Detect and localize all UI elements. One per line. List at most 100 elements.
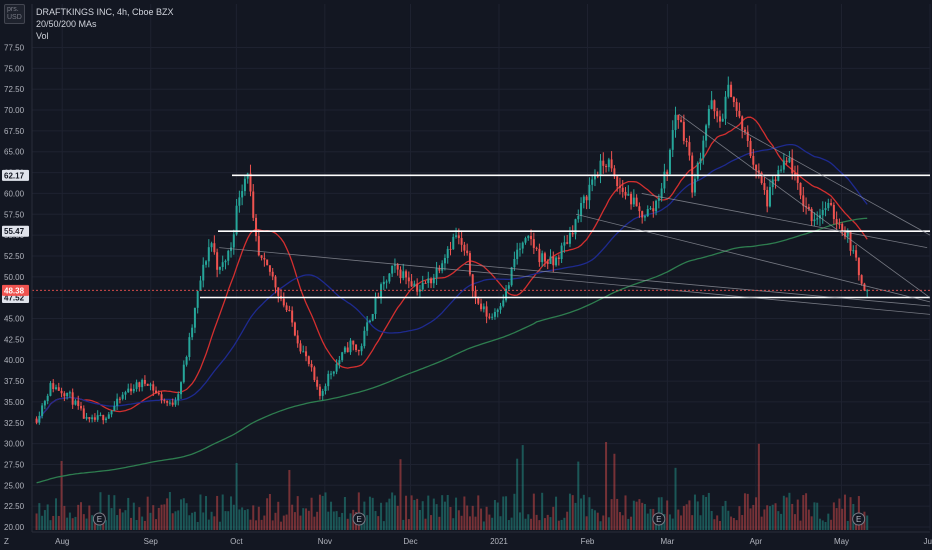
- candle: [396, 262, 399, 276]
- candle: [391, 265, 394, 278]
- studies-label[interactable]: 20/50/200 MAs: [36, 19, 97, 29]
- volume-bar: [271, 520, 274, 530]
- volume-bar: [680, 515, 683, 530]
- volume-bar: [235, 463, 238, 530]
- volume-bar: [141, 516, 144, 530]
- candle-body: [452, 236, 455, 250]
- candle: [299, 340, 302, 354]
- y-tick-label: 45.00: [4, 315, 25, 324]
- volume-bar: [596, 512, 599, 530]
- volume-bar: [207, 519, 210, 530]
- candle-body: [668, 149, 671, 175]
- candle: [524, 236, 527, 245]
- candle-body: [480, 303, 483, 310]
- candle-body: [385, 281, 388, 283]
- candle-body: [513, 258, 516, 268]
- volume-bar: [43, 510, 46, 530]
- volume-bar: [821, 520, 824, 530]
- x-tick-label: Dec: [403, 537, 417, 546]
- volume-bar: [688, 500, 691, 530]
- earnings-marker[interactable]: E: [652, 512, 666, 526]
- trendline[interactable]: [641, 193, 928, 249]
- drawings[interactable]: [32, 113, 931, 315]
- earnings-marker[interactable]: E: [852, 512, 866, 526]
- candle: [105, 416, 108, 423]
- trendline[interactable]: [727, 122, 931, 236]
- x-axis[interactable]: Z Aug Sep Oct Nov Dec 2021 Feb Mar Apr May Jun: [4, 531, 932, 546]
- volume-bar: [257, 506, 260, 530]
- candle-body: [488, 316, 491, 318]
- volume-bar: [616, 498, 619, 530]
- price-label[interactable]: 55.47: [2, 225, 29, 237]
- candle: [143, 375, 146, 387]
- volume-bar: [777, 511, 780, 530]
- candle: [574, 218, 577, 240]
- volume-bar: [502, 496, 505, 530]
- y-tick-label: 70.00: [4, 106, 25, 115]
- candle: [624, 187, 627, 200]
- candle: [355, 344, 358, 353]
- volume-bar: [582, 494, 585, 530]
- candle: [724, 91, 727, 125]
- candle-body: [493, 311, 496, 317]
- symbol-title[interactable]: DRAFTKINGS INC, 4h, Cboe BZX: [36, 7, 174, 17]
- candle: [60, 387, 63, 398]
- candle-body: [596, 175, 599, 177]
- volume-bar: [602, 515, 605, 530]
- candle-body: [432, 277, 435, 284]
- candle-body: [299, 343, 302, 352]
- volume-bar: [460, 515, 463, 530]
- earnings-marker[interactable]: E: [352, 512, 366, 526]
- y-axis[interactable]: 77.5075.0072.5070.0067.5065.0062.5060.00…: [2, 4, 33, 532]
- price-label[interactable]: 48.38: [2, 284, 29, 296]
- volume-bar: [221, 494, 224, 530]
- earnings-marker[interactable]: E: [92, 512, 106, 526]
- price-label-text: 62.17: [4, 171, 25, 180]
- candle-body: [830, 203, 833, 205]
- volume-bar: [505, 496, 508, 530]
- trendline[interactable]: [678, 113, 931, 298]
- y-tick-label: 35.00: [4, 398, 25, 407]
- volume-bar: [691, 515, 694, 530]
- volume-bar: [35, 513, 38, 530]
- volume-bar: [296, 496, 299, 530]
- candle-body: [421, 282, 424, 290]
- volume-bar: [316, 511, 319, 530]
- volume-bar: [499, 516, 502, 530]
- candle: [591, 175, 594, 192]
- trendline[interactable]: [575, 213, 931, 303]
- volume-bar: [152, 505, 155, 530]
- volume-bar: [110, 508, 113, 530]
- candle-body: [505, 288, 508, 301]
- candle: [518, 242, 521, 257]
- candle-body: [788, 157, 791, 163]
- candle-body: [860, 275, 863, 284]
- candle-body: [249, 173, 252, 192]
- volume-bar: [55, 498, 58, 530]
- candle-body: [205, 261, 208, 265]
- candle: [632, 189, 635, 207]
- currency-badge[interactable]: prs. USD: [4, 4, 25, 24]
- candle-body: [793, 173, 796, 175]
- volume-label[interactable]: Vol: [36, 31, 49, 41]
- volume-bar: [463, 496, 466, 530]
- y-tick-label: 67.50: [4, 127, 25, 136]
- volume-bar: [546, 514, 549, 530]
- candle: [191, 324, 194, 341]
- volume-bar: [610, 499, 613, 530]
- volume-bar: [138, 507, 141, 530]
- price-label-text: 47.52: [4, 294, 25, 303]
- trendline[interactable]: [219, 247, 931, 315]
- candle-body: [57, 387, 60, 391]
- volume-bar: [202, 512, 205, 530]
- price-label[interactable]: 62.17: [2, 169, 29, 181]
- volume-bar: [563, 517, 566, 530]
- x-edge-label[interactable]: Z: [4, 537, 9, 546]
- candle: [760, 171, 763, 185]
- trendline[interactable]: [464, 263, 931, 307]
- volume-bar: [605, 442, 608, 530]
- candle-body: [391, 265, 394, 274]
- candle-body: [568, 233, 571, 244]
